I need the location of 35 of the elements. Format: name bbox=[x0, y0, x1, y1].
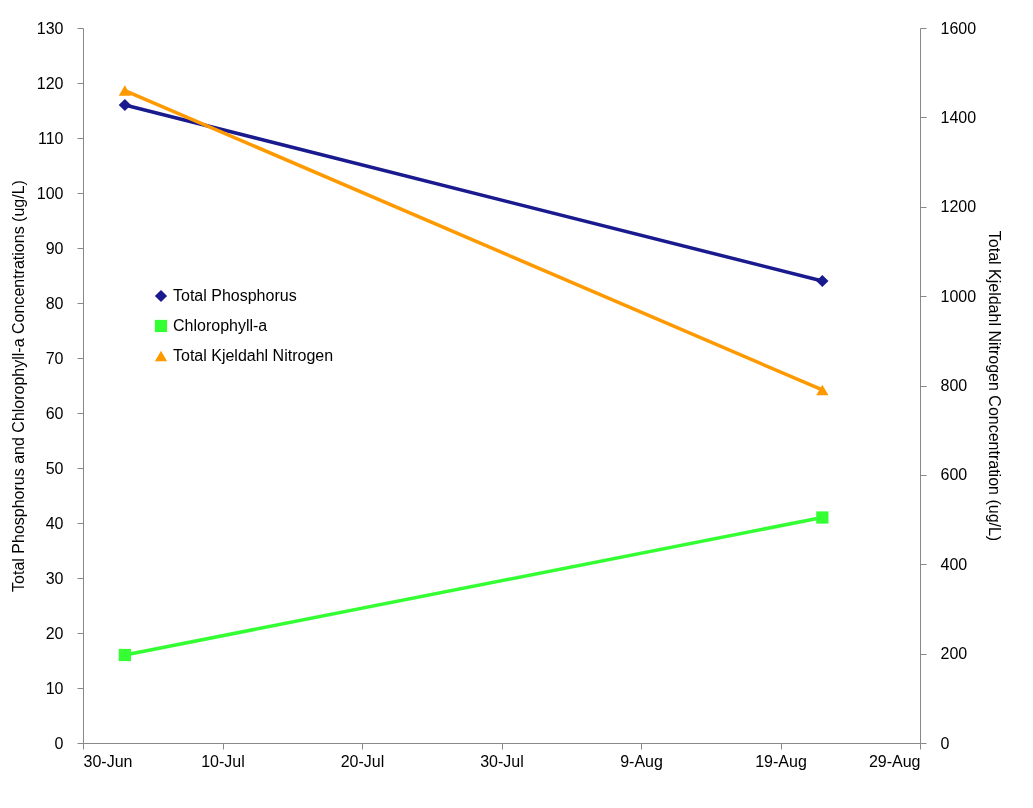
y-tick-label: 50 bbox=[45, 459, 64, 477]
y-tick-label: 100 bbox=[36, 184, 64, 202]
x-tick-label: 20-Jul bbox=[340, 752, 385, 770]
y-tick-label: 20 bbox=[45, 624, 64, 642]
y-axis-title: Total Phosphorus and Chlorophyll-a Concentrations (ug/L) bbox=[9, 180, 27, 592]
legend-label: Total Phosphorus bbox=[173, 287, 297, 304]
y2-tick-label: 1400 bbox=[940, 108, 977, 126]
y2-tick-label: 200 bbox=[940, 645, 968, 663]
y2-tick-label: 1600 bbox=[940, 19, 977, 37]
y-tick-label: 130 bbox=[36, 19, 64, 37]
x-tick-label: 9-Aug bbox=[620, 752, 663, 770]
y2-tick-label: 0 bbox=[940, 734, 950, 752]
y2-tick-label: 600 bbox=[940, 466, 968, 484]
y2-axis-title: Total Kjeldahl Nitrogen Concentration (ug/L) bbox=[986, 230, 1004, 542]
x-tick-label: 30-Jun bbox=[83, 752, 133, 770]
legend-label: Chlorophyll-a bbox=[173, 317, 268, 334]
y-tick-label: 90 bbox=[45, 239, 64, 257]
y-tick-label: 70 bbox=[45, 349, 64, 367]
x-tick-label: 30-Jul bbox=[480, 752, 524, 770]
x-tick-label: 10-Jul bbox=[201, 752, 245, 770]
y-tick-label: 60 bbox=[45, 404, 64, 422]
y2-tick-label: 1200 bbox=[940, 198, 977, 216]
y-tick-label: 110 bbox=[37, 129, 64, 147]
y-tick-label: 120 bbox=[36, 74, 64, 92]
y-tick-label: 0 bbox=[54, 734, 64, 752]
y-tick-label: 30 bbox=[45, 569, 64, 587]
x-tick-label: 29-Aug bbox=[868, 752, 921, 770]
y2-tick-label: 800 bbox=[940, 377, 968, 394]
y-tick-label: 40 bbox=[45, 514, 64, 532]
y-tick-label: 10 bbox=[45, 679, 64, 697]
x-tick-label: 19-Aug bbox=[755, 752, 807, 770]
y2-tick-label: 1000 bbox=[940, 287, 977, 305]
legend-label: Total Kjeldahl Nitrogen bbox=[173, 347, 334, 364]
y-tick-label: 80 bbox=[45, 294, 64, 312]
y2-tick-label: 400 bbox=[940, 555, 968, 573]
